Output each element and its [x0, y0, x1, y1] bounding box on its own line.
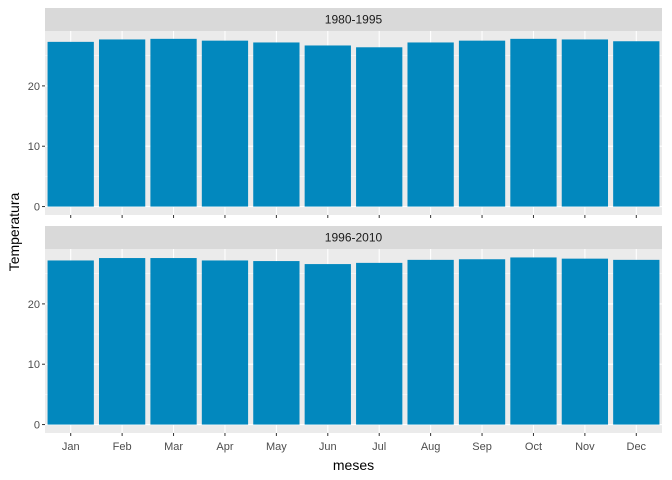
x-tick-label: Jun — [319, 441, 337, 453]
facet-strip — [45, 8, 662, 31]
facet-strip — [45, 226, 662, 249]
x-tick-label: Apr — [216, 441, 233, 453]
x-tick-label: Sep — [472, 441, 492, 453]
facet-strip-label: 1996-2010 — [325, 231, 383, 245]
panel-background — [45, 31, 662, 215]
bar-oct — [510, 38, 557, 207]
x-tick-label: Jul — [372, 441, 386, 453]
y-tick-label: 0 — [34, 420, 40, 432]
x-tick-label: Nov — [575, 441, 595, 453]
bar-jun — [304, 264, 351, 425]
x-tick-label: May — [266, 441, 287, 453]
y-tick-label: 20 — [28, 299, 40, 311]
bar-may — [253, 261, 300, 425]
bar-nov — [561, 258, 609, 425]
bar-jul — [356, 47, 403, 207]
y-tick-label: 10 — [28, 141, 40, 153]
bar-jan — [47, 260, 94, 425]
bar-dec — [613, 259, 660, 425]
y-tick-label: 10 — [28, 359, 40, 371]
bar-may — [253, 42, 300, 207]
x-axis-title: meses — [333, 457, 374, 473]
bar-sep — [458, 259, 506, 425]
bar-jul — [356, 262, 403, 425]
bar-apr — [201, 260, 249, 425]
panel-background — [45, 249, 662, 433]
x-tick-label: Dec — [627, 441, 647, 453]
x-tick-label: Feb — [113, 441, 132, 453]
bar-aug — [407, 259, 454, 425]
bar-apr — [201, 40, 249, 207]
x-tick-label: Jan — [62, 441, 80, 453]
x-tick-label: Oct — [525, 441, 542, 453]
bar-jan — [47, 41, 94, 207]
y-axis-title: Temperatura — [6, 192, 22, 271]
x-tick-label: Aug — [421, 441, 441, 453]
bar-feb — [98, 39, 146, 207]
facet-strip-label: 1980-1995 — [325, 13, 383, 27]
bar-aug — [407, 42, 454, 207]
bar-sep — [458, 40, 506, 207]
bar-mar — [150, 258, 197, 425]
bar-nov — [561, 39, 609, 207]
y-tick-label: 20 — [28, 81, 40, 93]
y-tick-label: 0 — [34, 202, 40, 214]
bar-dec — [613, 41, 660, 207]
bar-mar — [150, 38, 197, 207]
bar-jun — [304, 45, 351, 207]
bar-feb — [98, 258, 146, 425]
bar-oct — [510, 257, 557, 425]
x-tick-label: Mar — [164, 441, 183, 453]
